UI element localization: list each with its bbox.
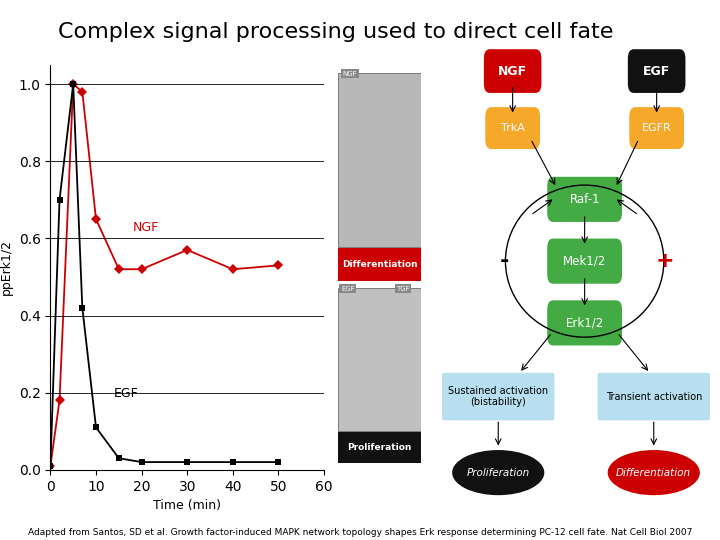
Text: Proliferation: Proliferation	[467, 468, 530, 477]
Text: Differentiation: Differentiation	[616, 468, 691, 477]
Text: NGF: NGF	[132, 221, 158, 234]
Text: NGF: NGF	[498, 65, 527, 78]
Text: TrkA: TrkA	[500, 123, 525, 133]
Text: Complex signal processing used to direct cell fate: Complex signal processing used to direct…	[58, 22, 613, 42]
Text: Raf-1: Raf-1	[570, 193, 600, 206]
Text: NGF: NGF	[343, 71, 357, 77]
Y-axis label: ppErk1/2: ppErk1/2	[0, 239, 13, 295]
X-axis label: Time (min): Time (min)	[153, 499, 221, 512]
FancyBboxPatch shape	[629, 107, 684, 149]
Text: EGF: EGF	[643, 65, 670, 78]
FancyBboxPatch shape	[547, 300, 622, 346]
FancyBboxPatch shape	[547, 239, 622, 284]
Text: EGF: EGF	[341, 286, 355, 292]
FancyBboxPatch shape	[598, 373, 710, 420]
Text: TGF: TGF	[396, 286, 410, 292]
Text: Adapted from Santos, SD et al. Growth factor-induced MAPK network topology shape: Adapted from Santos, SD et al. Growth fa…	[28, 528, 692, 537]
Text: Sustained activation
(bistability): Sustained activation (bistability)	[448, 386, 549, 407]
FancyBboxPatch shape	[485, 107, 540, 149]
Text: EGF: EGF	[114, 387, 139, 400]
Bar	[338, 432, 421, 462]
Bar	[338, 73, 421, 247]
FancyBboxPatch shape	[628, 49, 685, 93]
Text: Differentiation: Differentiation	[342, 260, 418, 269]
Text: +: +	[656, 251, 675, 271]
Text: Transient activation: Transient activation	[606, 392, 702, 402]
Text: Erk1/2: Erk1/2	[565, 316, 604, 329]
Text: EGFR: EGFR	[642, 123, 672, 133]
Text: Proliferation: Proliferation	[348, 443, 412, 451]
FancyBboxPatch shape	[442, 373, 554, 420]
Text: Mek1/2: Mek1/2	[563, 255, 606, 268]
FancyBboxPatch shape	[484, 49, 541, 93]
Text: -: -	[499, 251, 509, 271]
Ellipse shape	[608, 450, 700, 495]
Bar	[338, 248, 421, 281]
FancyBboxPatch shape	[547, 177, 622, 222]
Ellipse shape	[452, 450, 544, 495]
Bar	[338, 287, 421, 431]
